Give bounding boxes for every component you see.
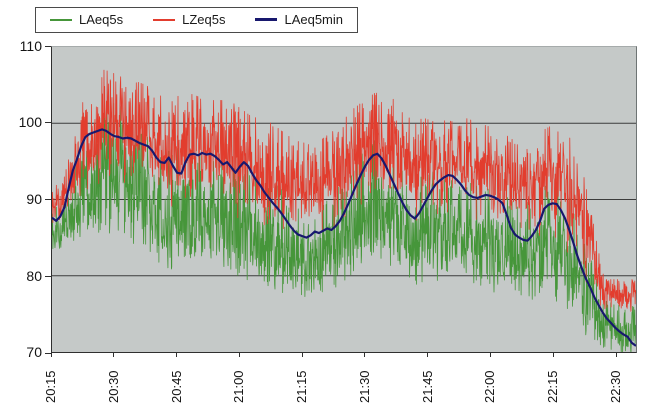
x-axis-label: 21:45 [420, 370, 435, 403]
x-axis-label: 22:00 [482, 370, 497, 403]
x-axis-label: 21:00 [231, 370, 246, 403]
y-axis-tick [45, 275, 51, 277]
legend-item-laeq5min: LAeq5min [255, 12, 343, 27]
y-axis-label: 80 [26, 268, 42, 284]
x-axis-tick [113, 353, 115, 357]
x-axis-label: 20:30 [106, 370, 121, 403]
plot-area [51, 46, 637, 353]
x-axis-tick [176, 353, 178, 357]
x-axis-label: 20:45 [169, 370, 184, 403]
y-axis-tick [45, 45, 51, 47]
x-axis-tick [552, 353, 554, 357]
lzeq5s-line-swatch-icon [153, 18, 176, 21]
legend-label-laeq5s: LAeq5s [79, 12, 124, 27]
x-axis-tick [615, 353, 617, 357]
x-axis-label: 20:15 [43, 370, 58, 403]
y-axis-label: 110 [19, 38, 42, 54]
y-axis-label: 90 [26, 191, 42, 207]
y-axis-tick [45, 122, 51, 124]
legend-item-lzeq5s: LZeq5s [153, 12, 225, 27]
y-axis-label: 100 [18, 114, 42, 130]
laeq5s-line-swatch-icon [50, 18, 72, 21]
legend-label-laeq5min: LAeq5min [284, 12, 344, 27]
y-axis-label: 70 [26, 344, 42, 360]
chart-canvas [52, 69, 636, 352]
x-axis-label: 21:15 [294, 370, 309, 403]
y-axis-tick [45, 199, 51, 200]
x-axis-tick [50, 353, 52, 357]
x-axis-label: 22:30 [608, 370, 623, 403]
legend-item-laeq5s: LAeq5s [50, 12, 123, 27]
x-axis-tick [427, 353, 429, 357]
y-axis-tick [45, 352, 51, 354]
x-axis-label: 22:15 [545, 370, 560, 403]
legend: LAeq5s LZeq5s LAeq5min [35, 7, 359, 33]
x-axis-tick [238, 353, 240, 357]
laeq5min-line-swatch-icon [255, 18, 278, 21]
x-axis-tick [364, 353, 366, 357]
x-axis-label: 21:30 [357, 370, 372, 403]
legend-label-lzeq5s: LZeq5s [182, 12, 226, 27]
x-axis-tick [490, 353, 491, 357]
x-axis-tick [301, 353, 303, 357]
